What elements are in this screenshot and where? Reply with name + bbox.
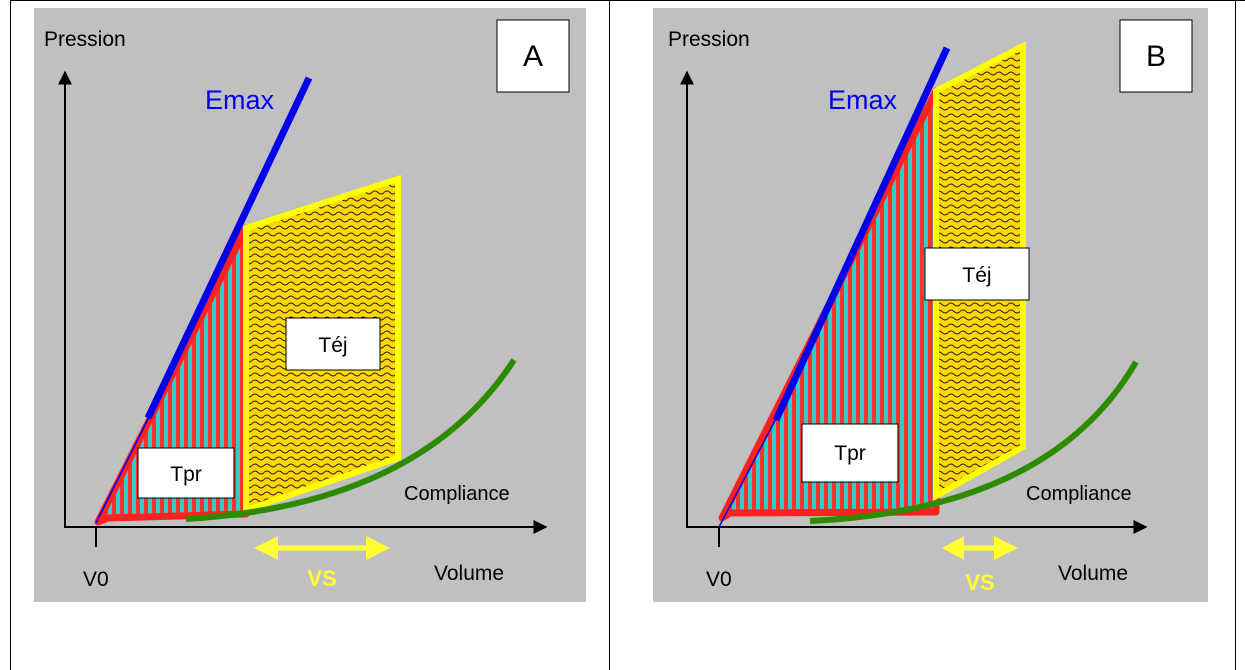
panel-a: A Pression Volume V0 Emax Compliance Téj… bbox=[34, 8, 586, 602]
compliance-curve bbox=[809, 360, 1139, 524]
stroke-volume-arrow bbox=[942, 536, 1018, 560]
stroke-volume-arrow bbox=[254, 536, 390, 560]
stroke-volume-label: VS bbox=[307, 566, 336, 591]
pressure-label-box bbox=[137, 447, 235, 499]
emax-label: Emax bbox=[828, 85, 898, 115]
panel-label-box bbox=[496, 19, 570, 93]
emax-line bbox=[772, 46, 951, 422]
emax-label: Emax bbox=[205, 85, 275, 115]
x-axis-label: Volume bbox=[1058, 562, 1128, 585]
emax-thin-line bbox=[95, 414, 151, 524]
ejection-label: Téj bbox=[962, 264, 991, 287]
panel-label-box bbox=[1119, 19, 1193, 93]
x-axis-label: Volume bbox=[434, 562, 504, 585]
ejection-label-box bbox=[285, 317, 381, 371]
pressure-label: Tpr bbox=[170, 463, 202, 486]
ejection-label-box bbox=[924, 247, 1030, 301]
table-grid bbox=[10, 0, 1245, 670]
y-axis-label: Pression bbox=[44, 28, 126, 51]
pressure-label-box bbox=[801, 423, 899, 483]
compliance-label: Compliance bbox=[404, 483, 510, 505]
compliance-label: Compliance bbox=[1026, 483, 1132, 505]
stroke-volume-label: VS bbox=[965, 570, 994, 595]
emax-thin-line bbox=[718, 414, 779, 528]
panel-b: B Pression Volume V0 Emax Compliance Téj… bbox=[653, 8, 1208, 602]
panel-label: A bbox=[523, 40, 543, 73]
origin-label: V0 bbox=[83, 568, 109, 591]
y-axis-label: Pression bbox=[668, 28, 750, 51]
origin-label: V0 bbox=[706, 568, 732, 591]
pressure-label: Tpr bbox=[834, 442, 866, 465]
ejection-label: Téj bbox=[318, 334, 347, 357]
emax-line bbox=[144, 76, 313, 420]
panel-label: B bbox=[1146, 40, 1166, 73]
compliance-curve bbox=[185, 358, 517, 522]
